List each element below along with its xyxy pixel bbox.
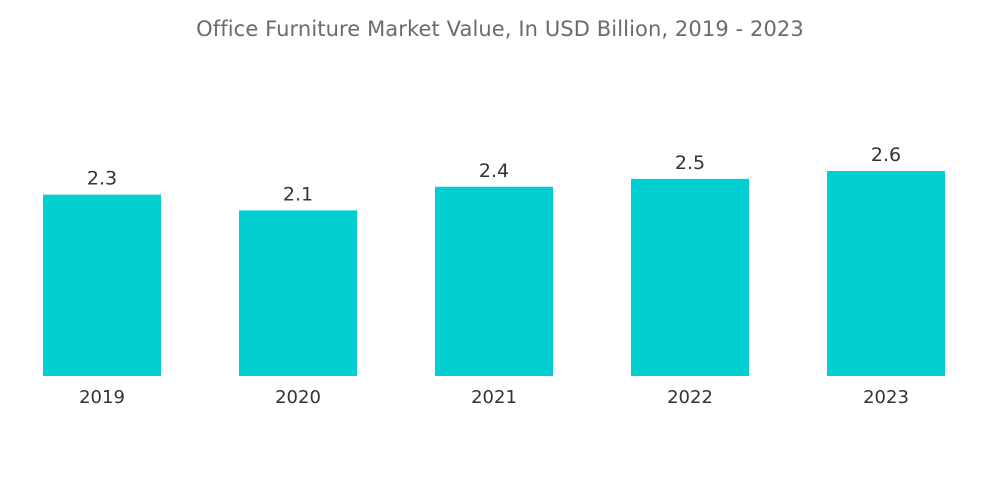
x-tick-label-2023: 2023 — [863, 387, 909, 408]
bar-2020 — [239, 210, 357, 376]
bar-2022 — [631, 178, 749, 376]
value-label-2020: 2.1 — [283, 183, 313, 205]
value-label-2021: 2.4 — [479, 160, 509, 182]
value-labels-layer: 2.3 2.1 2.4 2.5 2.6 — [87, 144, 901, 205]
bar-2019 — [43, 194, 161, 376]
x-tick-label-2022: 2022 — [667, 387, 713, 408]
bar-2023 — [827, 171, 945, 376]
value-label-2019: 2.3 — [87, 168, 117, 190]
x-tick-label-2019: 2019 — [79, 387, 125, 408]
x-tick-labels: 2019 2020 2021 2022 2023 — [79, 387, 909, 408]
value-label-2023: 2.6 — [871, 144, 901, 166]
bar-2021 — [435, 186, 553, 376]
x-tick-label-2021: 2021 — [471, 387, 517, 408]
value-label-2022: 2.5 — [675, 152, 705, 174]
bars-layer — [43, 171, 945, 376]
chart-title: Office Furniture Market Value, In USD Bi… — [196, 17, 804, 41]
x-tick-label-2020: 2020 — [275, 387, 321, 408]
